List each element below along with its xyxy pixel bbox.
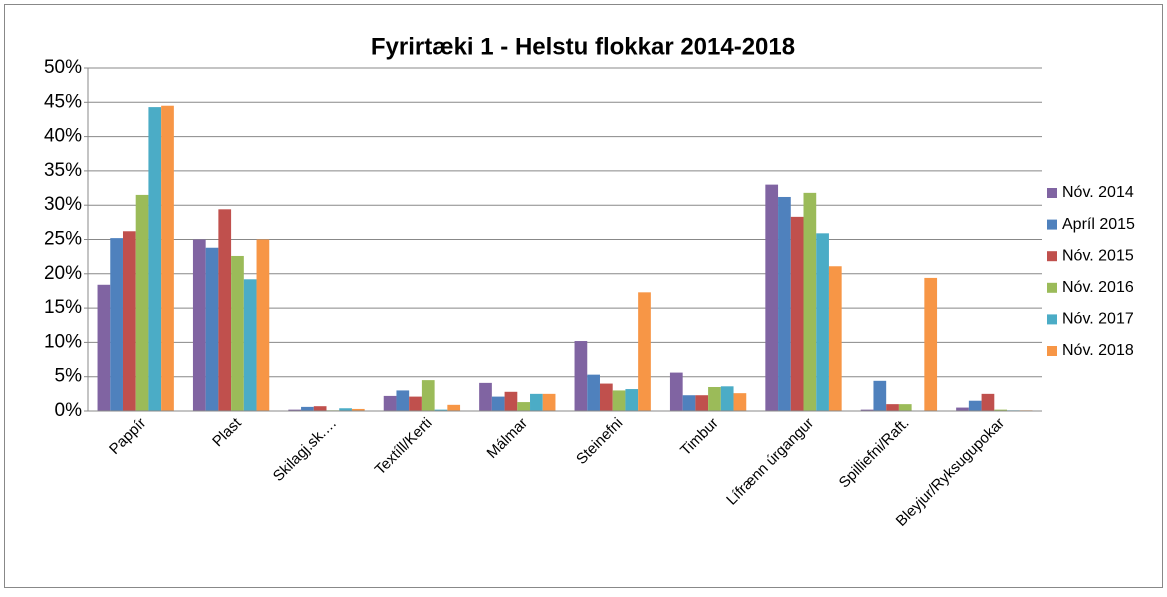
bar [790,216,804,411]
bar [517,402,531,411]
legend-label: Nóv. 2014 [1062,184,1134,201]
bar [956,407,969,411]
y-tick-label: 40% [44,126,82,147]
legend-swatch [1047,314,1057,325]
bar [720,386,734,411]
bar [218,209,232,411]
bar [612,390,626,411]
bar [816,233,829,411]
bar [898,404,912,411]
legend-swatch [1047,346,1057,356]
y-tick-label: 15% [44,297,82,318]
bar [447,404,461,411]
bar [968,400,982,411]
bar [682,395,696,411]
bar [542,393,556,411]
bar [161,105,174,411]
legend-label: Nóv. 2017 [1062,311,1134,328]
bar [765,184,779,411]
chart-title: Fyrirtæki 1 - Helstu flokkar 2014-2018 [371,33,795,60]
legend-label: Nóv. 2015 [1062,247,1134,264]
bar [243,279,257,411]
bar [301,406,314,411]
bar [351,408,365,411]
legend-label: Nóv. 2016 [1062,279,1134,296]
y-tick-label: 25% [44,229,82,250]
bar [97,284,111,411]
bar [110,238,123,411]
bar [339,408,352,411]
legend-swatch [1047,282,1057,293]
bar [192,239,206,411]
y-tick-label: 0% [55,400,83,421]
bar [599,383,613,411]
bar [479,382,492,411]
y-tick-label: 5% [55,366,83,387]
bar [828,266,842,411]
legend-swatch [1047,188,1057,198]
legend-swatch [1047,251,1057,262]
chart-border [4,4,1163,588]
bar [148,107,162,412]
bar [256,239,270,411]
y-tick-label: 20% [44,263,82,284]
bar [530,393,543,411]
bar [695,395,709,411]
bar [625,389,639,411]
bar [421,380,435,411]
bar [122,231,136,411]
bar [638,292,651,411]
bar [873,380,887,411]
bar [924,277,938,411]
y-tick-label: 30% [44,194,82,215]
y-tick-label: 45% [44,91,82,112]
bar [981,393,995,411]
bar [733,393,747,411]
bar [886,404,899,411]
bar [994,409,1008,411]
bar [491,396,505,411]
bar [313,406,327,411]
bar [409,396,422,411]
legend-label: Nóv. 2018 [1062,342,1134,359]
bar [288,409,302,411]
bar [135,194,149,411]
bar [669,372,683,411]
bar [231,255,244,411]
bar [803,192,817,411]
bar [504,391,518,411]
bar [587,374,600,411]
y-tick-label: 50% [44,57,82,78]
bar [205,247,219,411]
bar [434,409,448,411]
bar [574,341,588,411]
y-tick-label: 35% [44,160,82,181]
legend-label: Apríl 2015 [1062,216,1135,233]
bar [383,395,397,411]
bar [396,390,410,411]
y-tick-label: 10% [44,331,82,352]
legend-swatch [1047,219,1057,230]
bar [778,196,791,411]
bar [860,409,874,411]
bar [708,386,721,411]
